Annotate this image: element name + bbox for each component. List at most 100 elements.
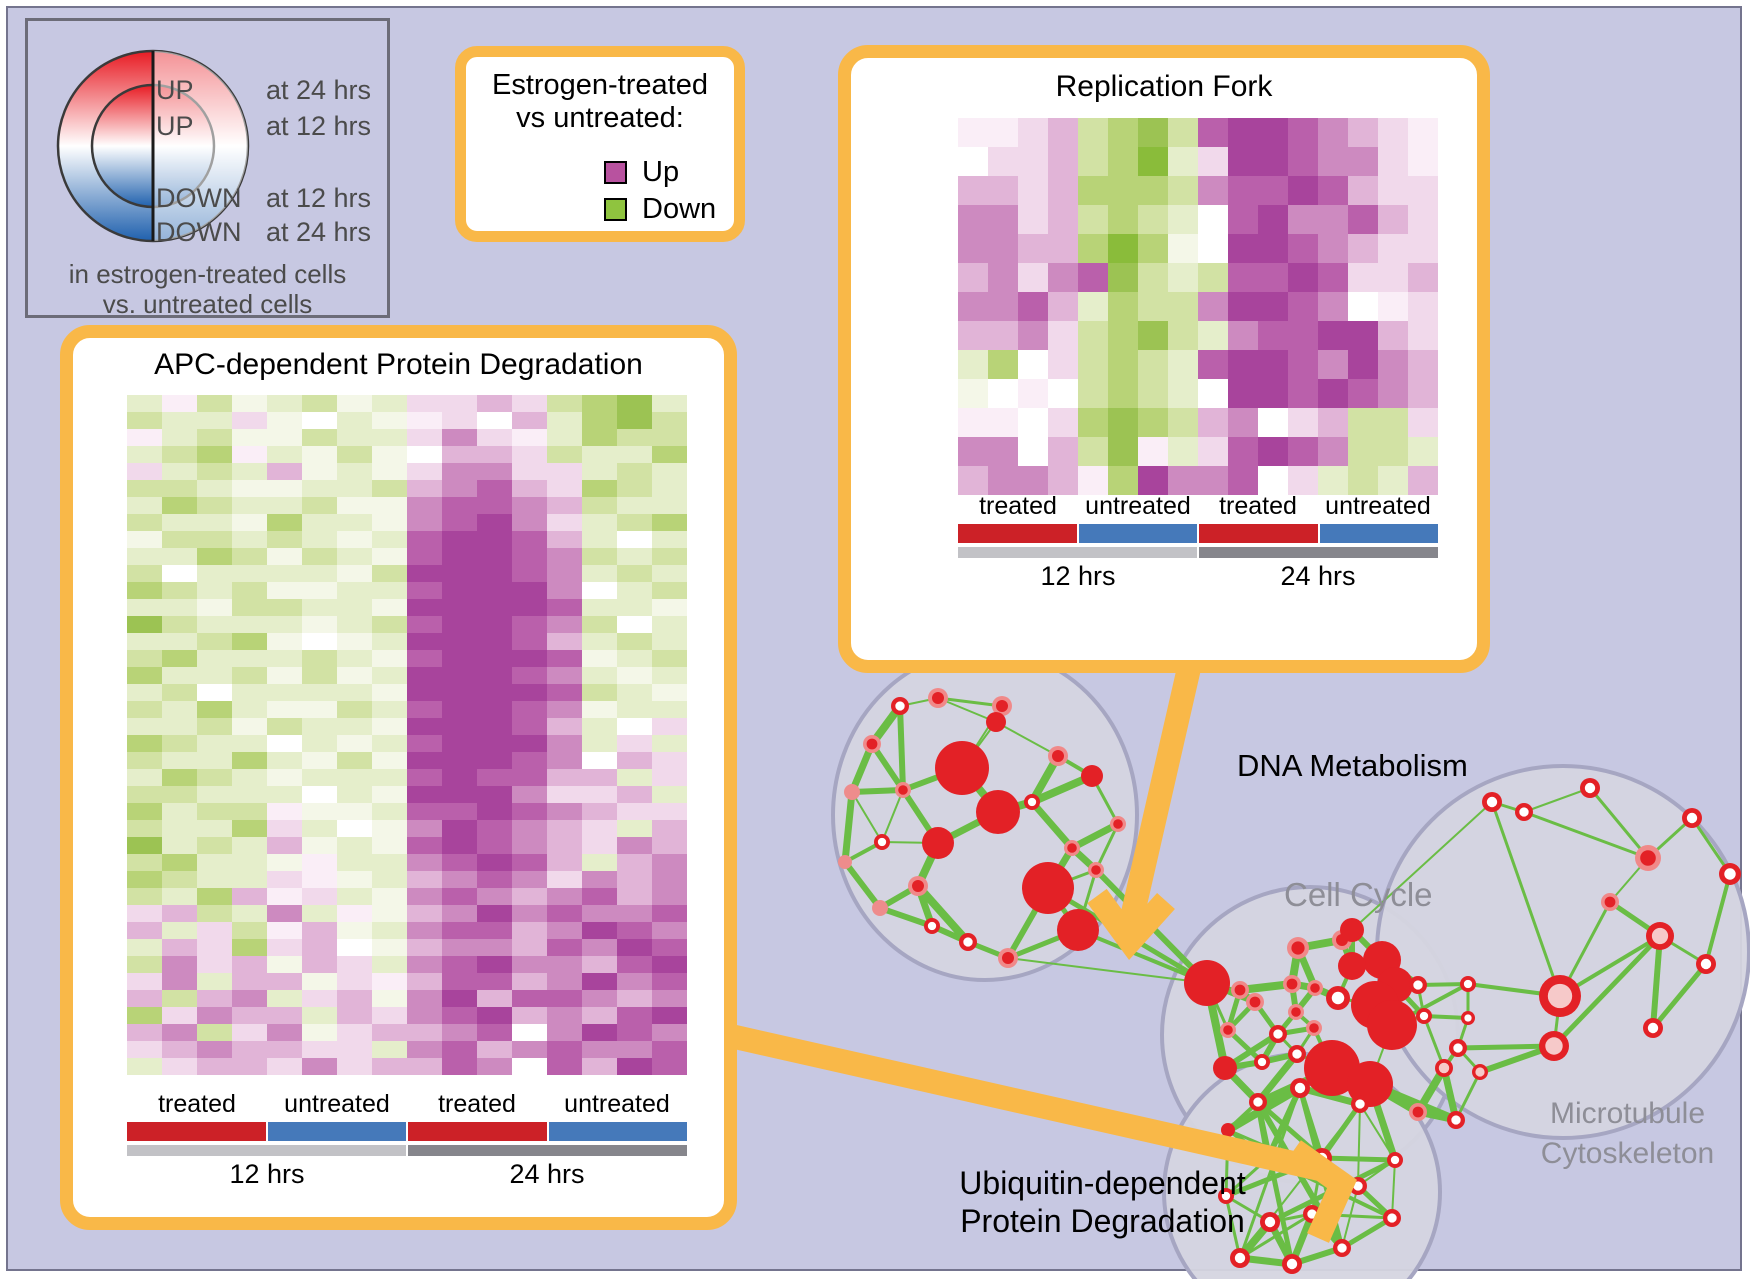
heatmap-cell xyxy=(617,837,652,854)
heatmap-cell xyxy=(1078,292,1108,321)
heatmap-cell xyxy=(372,820,407,837)
heatmap-cell xyxy=(547,888,582,905)
heatmap-cell xyxy=(372,1058,407,1075)
heatmap-cell xyxy=(547,990,582,1007)
heatmap-cell xyxy=(582,888,617,905)
heatmap-cell xyxy=(267,684,302,701)
condition-label: untreated xyxy=(1325,492,1431,520)
network-node-core xyxy=(1291,1007,1301,1017)
heatmap-cell xyxy=(407,633,442,650)
heatmap-cell xyxy=(127,565,162,582)
heatmap-cell xyxy=(407,752,442,769)
network-node-core xyxy=(1264,1216,1276,1228)
network-edge xyxy=(1490,801,1562,997)
heatmap-cell xyxy=(267,735,302,752)
heatmap-cell xyxy=(232,463,267,480)
heatmap-cell xyxy=(617,1007,652,1024)
heatmap-cell xyxy=(232,871,267,888)
network-node-core xyxy=(1286,1258,1298,1270)
heatmap-cell xyxy=(512,786,547,803)
heatmap-cell xyxy=(337,786,372,803)
heatmap-cell xyxy=(1348,205,1378,234)
heatmap-cell xyxy=(337,667,372,684)
heatmap-row xyxy=(958,292,1438,321)
heatmap-cell xyxy=(372,956,407,973)
heatmap-cell xyxy=(582,684,617,701)
heatmap-cell xyxy=(1348,466,1378,495)
heatmap-cell xyxy=(512,548,547,565)
heatmap-cell xyxy=(582,1007,617,1024)
heatmap-cell xyxy=(337,718,372,735)
heatmap-cell xyxy=(442,837,477,854)
heatmap-cell xyxy=(162,1007,197,1024)
heatmap-cell xyxy=(1078,147,1108,176)
network-node-core xyxy=(1027,797,1037,807)
heatmap-row xyxy=(127,633,687,650)
updown-term: DOWN xyxy=(156,183,242,213)
heatmap-cell xyxy=(407,480,442,497)
heatmap-cell xyxy=(547,412,582,429)
heatmap-cell xyxy=(582,922,617,939)
heatmap-cell xyxy=(1168,350,1198,379)
heatmap-cell xyxy=(1228,292,1258,321)
heatmap-cell xyxy=(1138,205,1168,234)
heatmap-cell xyxy=(477,837,512,854)
heatmap-cell xyxy=(337,497,372,514)
heatmap-cell xyxy=(1108,176,1138,205)
heatmap-cell xyxy=(267,701,302,718)
network-node-core xyxy=(1647,1022,1659,1034)
heatmap-cell xyxy=(197,684,232,701)
heatmap-cell xyxy=(162,718,197,735)
network-node xyxy=(844,784,860,800)
network-edge xyxy=(1704,873,1732,965)
heatmap-cell xyxy=(547,837,582,854)
heatmap-cell xyxy=(652,735,687,752)
network-edge xyxy=(1029,799,1075,851)
heatmap-cell xyxy=(407,718,442,735)
heatmap-cell xyxy=(127,769,162,786)
heatmap-cell xyxy=(1408,437,1438,466)
heatmap-cell xyxy=(1198,292,1228,321)
heatmap-cell xyxy=(652,650,687,667)
network-edge xyxy=(1094,823,1120,871)
heatmap-cell xyxy=(1348,350,1378,379)
heatmap-cell xyxy=(512,735,547,752)
network-node xyxy=(1184,960,1230,1006)
heatmap-cell xyxy=(442,973,477,990)
heatmap-cell xyxy=(302,990,337,1007)
heatmap-cell xyxy=(337,650,372,667)
heatmap-cell xyxy=(477,684,512,701)
heatmap-cell xyxy=(302,1024,337,1041)
heatmap-cell xyxy=(477,871,512,888)
network-node-core xyxy=(996,700,1008,712)
network-node-core xyxy=(1253,1097,1263,1107)
heatmap-cell xyxy=(1228,379,1258,408)
heatmap-cell xyxy=(1258,118,1288,147)
heatmap-cell xyxy=(337,990,372,1007)
heatmap-cell xyxy=(407,803,442,820)
heatmap-row xyxy=(127,905,687,922)
heatmap-cell xyxy=(1108,263,1138,292)
heatmap-cell xyxy=(372,480,407,497)
heatmap-cell xyxy=(337,599,372,616)
heatmap-cell xyxy=(337,820,372,837)
heatmap-cell xyxy=(232,1024,267,1041)
heatmap-cell xyxy=(232,854,267,871)
heatmap-cell xyxy=(617,854,652,871)
heatmap-cell xyxy=(1408,350,1438,379)
heatmap-cell xyxy=(302,412,337,429)
heatmap-cell xyxy=(477,548,512,565)
heatmap-cell xyxy=(127,871,162,888)
heatmap-cell xyxy=(232,1007,267,1024)
heatmap-cell xyxy=(372,769,407,786)
heatmap-cell xyxy=(302,888,337,905)
heatmap-cell xyxy=(197,905,232,922)
heatmap-cell xyxy=(1408,321,1438,350)
hours-label: 24 hrs xyxy=(509,1159,585,1189)
heatmap-row xyxy=(127,429,687,446)
heatmap-cell xyxy=(958,147,988,176)
heatmap-cell xyxy=(1018,437,1048,466)
heatmap-row xyxy=(127,1058,687,1075)
heatmap-cell xyxy=(1138,408,1168,437)
heatmap-cell xyxy=(197,718,232,735)
